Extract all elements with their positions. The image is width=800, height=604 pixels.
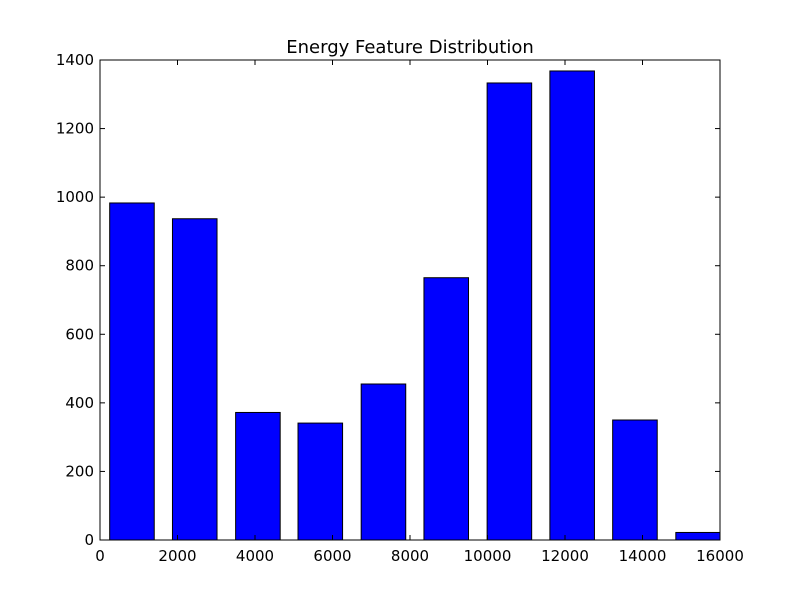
bar-3 bbox=[297, 422, 344, 541]
bar-1 bbox=[171, 218, 218, 541]
y-tick-label-6: 1200 bbox=[56, 120, 94, 138]
bar-5 bbox=[423, 277, 470, 541]
plot-area bbox=[109, 70, 721, 541]
bar-9 bbox=[675, 531, 721, 541]
x-tick-label-1: 2000 bbox=[158, 547, 196, 565]
plot-frame bbox=[99, 59, 721, 541]
bar-4 bbox=[360, 383, 407, 541]
x-tick-label-3: 6000 bbox=[313, 547, 351, 565]
y-tick-label-3: 600 bbox=[65, 325, 94, 343]
y-tick-label-4: 800 bbox=[65, 257, 94, 275]
y-tick-label-7: 1400 bbox=[56, 51, 94, 69]
y-tick-label-2: 400 bbox=[65, 394, 94, 412]
x-tick-label-6: 12000 bbox=[541, 547, 589, 565]
x-tick-label-4: 8000 bbox=[391, 547, 429, 565]
y-tick-label-0: 0 bbox=[84, 531, 94, 549]
y-tick-label-1: 200 bbox=[65, 462, 94, 480]
x-tick-label-5: 10000 bbox=[464, 547, 512, 565]
x-tick-label-8: 16000 bbox=[696, 547, 744, 565]
bar-2 bbox=[235, 411, 281, 541]
y-tick-label-5: 1000 bbox=[56, 188, 94, 206]
x-tick-label-7: 14000 bbox=[619, 547, 667, 565]
axis-tick-labels: 0 2000 4000 6000 8000 10000 12000 14000 16000 0 20… bbox=[56, 51, 744, 565]
x-tick-label-2: 4000 bbox=[236, 547, 274, 565]
bar-6 bbox=[486, 82, 533, 541]
chart-title: Energy Feature Distribution bbox=[286, 37, 534, 58]
bar-7 bbox=[549, 70, 595, 541]
x-tick-label-0: 0 bbox=[95, 547, 105, 565]
bar-8 bbox=[612, 419, 658, 541]
bar-0 bbox=[109, 202, 155, 541]
